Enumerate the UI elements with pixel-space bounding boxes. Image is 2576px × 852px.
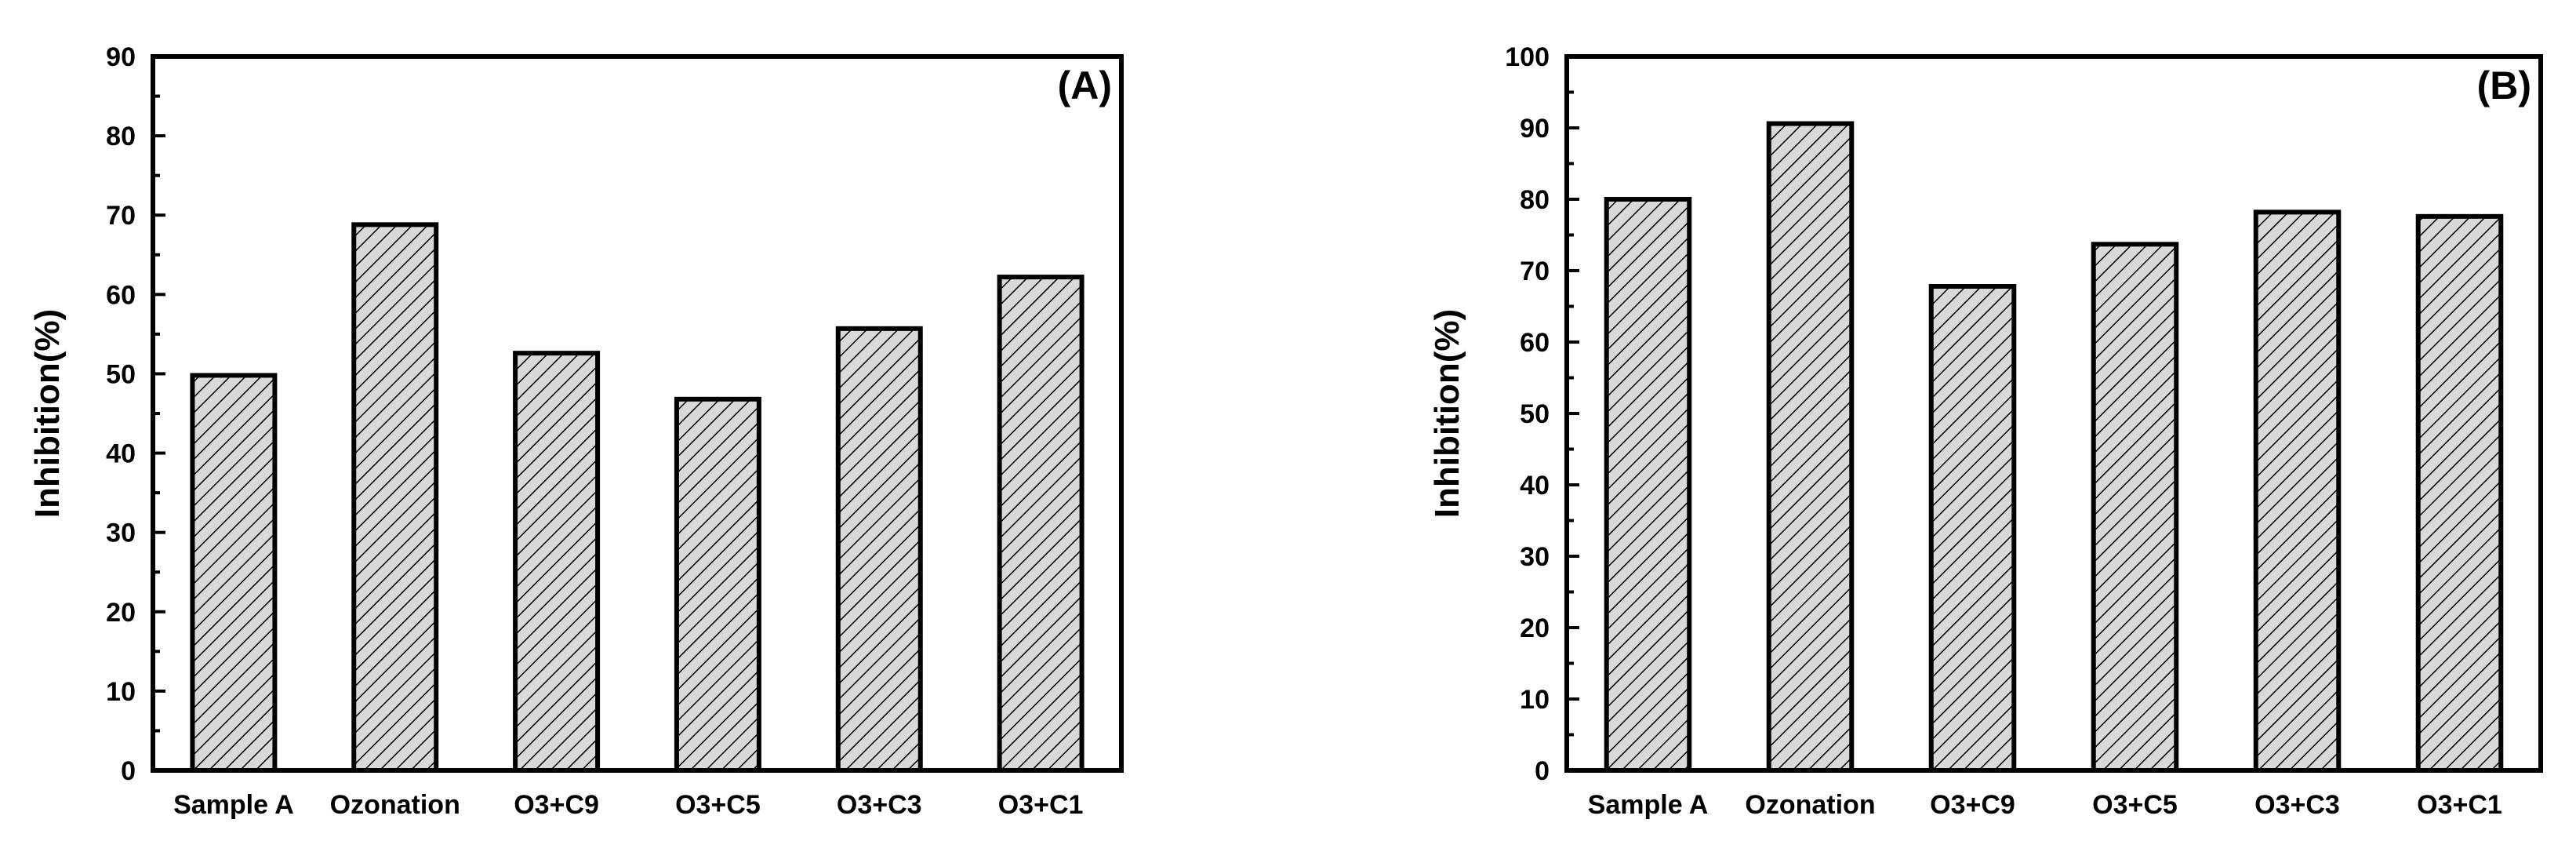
y-tick-label: 30 [106, 519, 136, 548]
panel-label: (A) [1058, 64, 1112, 107]
bar [2415, 213, 2504, 773]
y-tick-labels: 0 10 20 30 40 50 60 70 80 90 100 [1505, 42, 1550, 786]
bar [513, 351, 601, 773]
x-tick-label: O3+C1 [998, 790, 1084, 820]
y-tick-label: 50 [1520, 399, 1550, 429]
y-tick-label: 90 [1520, 114, 1550, 144]
bar [351, 222, 439, 774]
plot-frame [1564, 54, 2543, 773]
y-tick-label: 80 [106, 122, 136, 151]
y-tick-label: 0 [1535, 756, 1550, 786]
x-tick-label: Ozonation [330, 790, 460, 820]
chart-panel-b: 0 10 20 30 40 50 60 70 80 90 100 Sample A Ozonation… [1428, 42, 2543, 820]
x-tick-label: O3+C3 [2254, 790, 2340, 820]
y-tick-label: 20 [1520, 614, 1550, 643]
plot-frame [151, 54, 1124, 773]
y-axis-title: Inhibition(%) [28, 309, 67, 518]
y-tick-label: 70 [1520, 257, 1550, 286]
y-tick-label: 50 [106, 359, 136, 389]
bar [1604, 197, 1692, 773]
x-tick-label: Sample A [173, 790, 294, 820]
bars [1604, 121, 2504, 774]
x-tick-labels: Sample A Ozonation O3+C9 O3+C5 O3+C3 O3+C1 [173, 790, 1083, 820]
chart-panel-a: 0 10 20 30 40 50 60 70 80 90 Sample A Ozonation O3+… [28, 42, 1124, 820]
y-tick-label: 90 [106, 42, 136, 72]
bar [1766, 121, 1855, 774]
bar [997, 275, 1085, 774]
bar [835, 326, 923, 773]
x-tick-label: O3+C9 [514, 790, 599, 820]
x-tick-label: O3+C5 [675, 790, 761, 820]
y-tick-label: 0 [121, 756, 136, 786]
y-tick-label: 30 [1520, 542, 1550, 572]
bar [674, 396, 761, 773]
y-axis-title: Inhibition(%) [1428, 309, 1466, 518]
bars [190, 222, 1085, 774]
y-tick-label: 80 [1520, 185, 1550, 215]
panel-label: (B) [2477, 64, 2531, 107]
x-tick-label: O3+C3 [837, 790, 922, 820]
y-tick-label: 60 [106, 280, 136, 310]
x-tick-labels: Sample A Ozonation O3+C9 O3+C5 O3+C3 O3+C1 [1588, 790, 2502, 820]
x-tick-label: Ozonation [1745, 790, 1875, 820]
y-tick-labels: 0 10 20 30 40 50 60 70 80 90 [106, 42, 136, 786]
y-tick-label: 40 [1520, 471, 1550, 501]
y-tick-label: 40 [106, 439, 136, 469]
x-tick-label: O3+C9 [1930, 790, 2015, 820]
bar [190, 373, 278, 773]
y-tick-label: 100 [1505, 42, 1550, 72]
y-tick-label: 70 [106, 201, 136, 231]
y-tick-label: 10 [106, 677, 136, 707]
y-tick-label: 60 [1520, 328, 1550, 358]
bar [2253, 209, 2342, 773]
x-tick-label: Sample A [1588, 790, 1709, 820]
x-tick-label: O3+C1 [2417, 790, 2502, 820]
bar [1928, 284, 2017, 773]
y-tick-label: 20 [106, 598, 136, 628]
y-tick-label: 10 [1520, 685, 1550, 715]
bar [2091, 242, 2179, 773]
x-tick-label: O3+C5 [2092, 790, 2178, 820]
